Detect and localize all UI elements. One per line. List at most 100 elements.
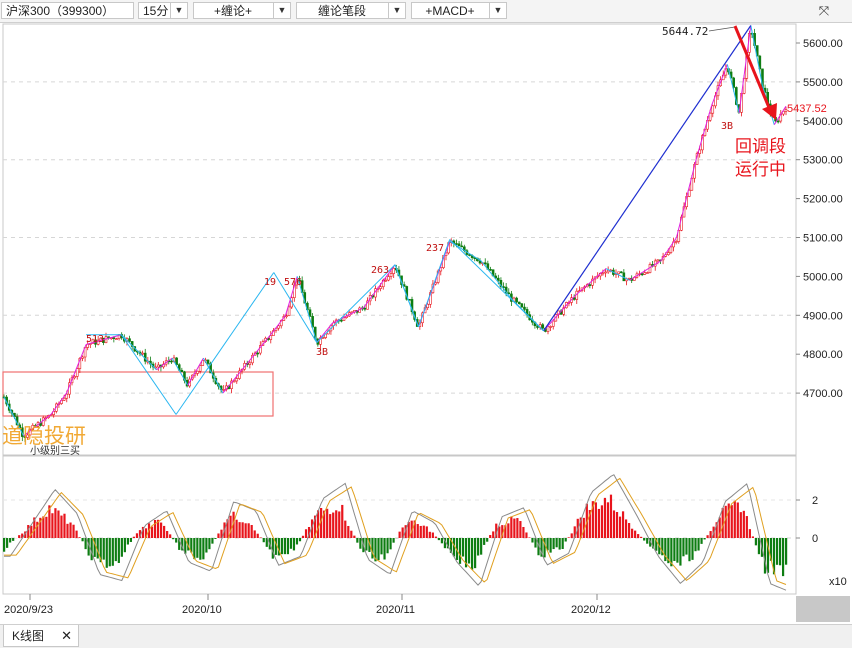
macd-bar [522,527,524,538]
macd-bar [601,505,603,538]
candle-body [129,339,131,342]
macd-bar [755,538,757,545]
chevron-down-icon[interactable]: ▼ [489,3,506,18]
toolbar: 沪深300（399300） 15分 ▼ +缠论+ ▼ 缠论笔段 ▼ +MACD+… [0,0,852,23]
macd-bar [353,536,355,538]
candle-body [74,376,76,377]
macd-bar [359,538,361,549]
bi-segment-indicator-select[interactable]: 缠论笔段 ▼ [296,2,406,19]
macd-bar [248,523,250,538]
candle-body [521,304,523,307]
macd-bar [293,538,295,550]
candle-body [550,326,552,327]
macd-bar [513,519,515,538]
macd-bar [556,538,558,547]
macd-bar [429,532,431,538]
macd-bar [166,531,168,538]
tab-kline[interactable]: K线图 ✕ [3,625,79,647]
macd-indicator-select[interactable]: +MACD+ ▼ [411,2,507,19]
macd-bar [245,523,247,538]
macd-bar [734,501,736,538]
candle-body [288,307,290,316]
candles [3,29,787,442]
macd-bar [82,538,84,541]
macd-bar [350,531,352,538]
candle-body [309,310,311,317]
macd-bar [553,538,555,549]
macd-bar [483,538,485,545]
bi-line [630,261,661,280]
status-line-2: 运行中 [735,160,786,179]
bi-line [223,331,274,393]
period-select[interactable]: 15分 ▼ [138,2,188,19]
bi-label: 576 [284,277,302,288]
date-tick-label: 2020/9/23 [4,604,53,616]
price-tick-label: 4900.00 [803,310,843,322]
macd-bar [239,522,241,538]
candle-body [115,339,117,340]
bi-line [203,358,223,393]
price-tick-label: 5000.00 [803,271,843,283]
bi-line [67,344,87,393]
macd-bar [287,538,289,554]
macd-bar [628,523,630,538]
price-tick-label: 4800.00 [803,349,843,361]
candle-body [170,361,172,362]
macd-bar [377,538,379,560]
symbol-selector[interactable]: 沪深300（399300） [1,2,134,19]
macd-bar [607,502,609,538]
macd-tick-label: 0 [812,533,818,545]
macd-bar [51,513,53,538]
candle-body [516,298,518,302]
bi-line [51,393,67,414]
kline-chart[interactable]: 4700.004800.004900.005000.005100.005200.… [0,22,852,624]
candle-body [113,338,115,339]
macd-bar [549,538,551,553]
macd-bar [347,526,349,538]
macd-bar [423,526,425,538]
segment-line [395,265,418,327]
macd-bar [211,538,213,544]
scrollbar-thumb[interactable] [796,596,850,622]
macd-bar [673,538,675,561]
macd-bar [752,536,754,538]
expand-icon[interactable]: ⤧ [814,3,834,19]
macd-bar [743,511,745,538]
grid-lines [3,82,796,393]
candle-body [142,353,144,354]
macd-bar [66,524,68,538]
macd-bar [299,538,301,541]
bi-line [274,315,286,331]
macd-bar [685,538,687,555]
macd-bar [235,520,237,538]
candle-body [712,106,714,113]
candle-body [157,365,159,367]
candle-body [249,363,251,365]
bi-label: 3B [721,121,733,132]
macd-bar [263,538,265,542]
candle-body [641,274,643,275]
macd-bar [492,531,494,538]
macd-bar [112,538,114,566]
candle-body [181,370,183,372]
chevron-down-icon[interactable]: ▼ [388,3,405,18]
chanlun-indicator-select[interactable]: +缠论+ ▼ [193,2,291,19]
macd-bar [646,538,648,544]
candle-body [542,325,544,329]
macd-bar [254,530,256,538]
macd-bar [57,510,59,538]
macd-bar [202,538,204,559]
close-icon[interactable]: ✕ [61,625,72,647]
macd-bar [595,502,597,538]
macd-bar [172,538,174,539]
candle-body [236,379,238,381]
macd-bar [785,538,787,565]
chevron-down-icon[interactable]: ▼ [170,3,187,18]
candle-body [458,244,460,246]
macd-bar [634,531,636,538]
macd-bar [260,537,262,538]
price-tick-label: 5300.00 [803,155,843,167]
date-tick-label: 2020/12 [571,604,611,616]
chevron-down-icon[interactable]: ▼ [273,3,290,18]
candle-body [197,371,199,373]
